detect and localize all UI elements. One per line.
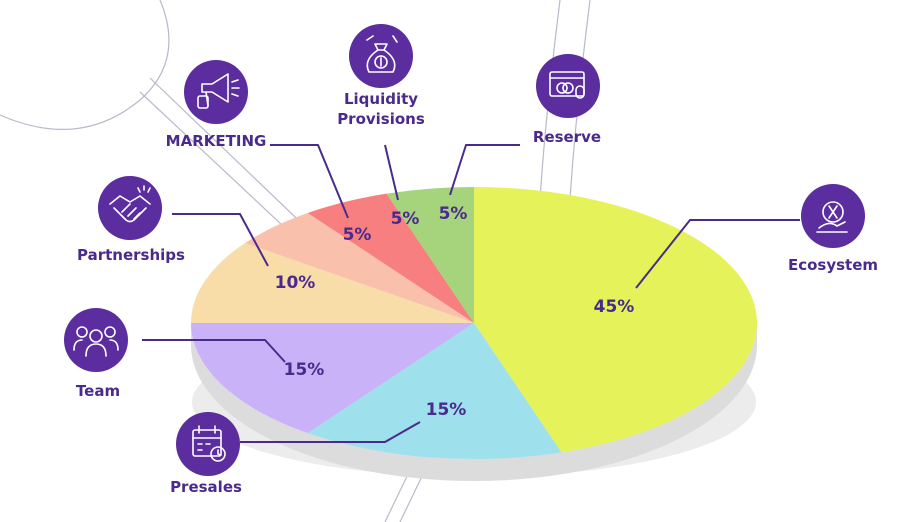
category-label-presales: Presales	[170, 478, 242, 496]
leader-line-team	[142, 339, 286, 363]
value-label-liquidity-provisions: 5%	[391, 209, 420, 229]
partnerships-handshake-icon	[98, 176, 162, 240]
leader-line-reserve	[449, 144, 520, 196]
value-label-partnerships: 10%	[275, 273, 316, 293]
leader-line-marketing	[270, 144, 349, 219]
leader-line-partnerships	[172, 213, 269, 267]
leader-line-liquidity-provisions	[384, 144, 399, 201]
slice-presales	[307, 323, 562, 459]
value-label-reserve: 5%	[439, 204, 468, 224]
pie-slices	[191, 187, 757, 459]
value-label-presales: 15%	[426, 400, 467, 420]
category-label-marketing: MARKETING	[166, 132, 267, 150]
slice-liquidity-provisions	[307, 193, 474, 323]
category-label-reserve: Reserve	[533, 128, 601, 146]
liquidity-money-bag-icon	[349, 24, 413, 88]
reserve-payment-icon	[536, 54, 600, 118]
presales-calendar-icon	[176, 412, 240, 476]
value-label-ecosystem: 45%	[594, 297, 635, 317]
category-label-partnerships: Partnerships	[77, 246, 185, 264]
slice-ecosystem	[474, 187, 757, 453]
leader-line-ecosystem	[635, 219, 800, 289]
slice-marketing	[245, 212, 474, 323]
leader-lines	[142, 144, 800, 443]
category-icons	[64, 24, 865, 476]
slice-team	[191, 323, 474, 434]
percentage-labels: 45% 15% 15% 10% 5% 5% 5%	[275, 204, 635, 420]
team-icon	[64, 308, 128, 372]
ecosystem-icon	[801, 184, 865, 248]
value-label-team: 15%	[284, 360, 325, 380]
slice-partnerships	[191, 243, 474, 323]
marketing-megaphone-icon	[184, 60, 248, 124]
category-label-team: Team	[76, 382, 120, 400]
category-label-ecosystem: Ecosystem	[788, 256, 878, 274]
slice-reserve	[386, 187, 474, 323]
category-labels: Ecosystem Presales Team Partnerships MARKETI…	[76, 90, 878, 496]
category-label-liquidity-provisions: Liquidity Provisions	[337, 90, 425, 128]
leader-line-presales	[240, 421, 421, 443]
value-label-marketing: 5%	[343, 225, 372, 245]
